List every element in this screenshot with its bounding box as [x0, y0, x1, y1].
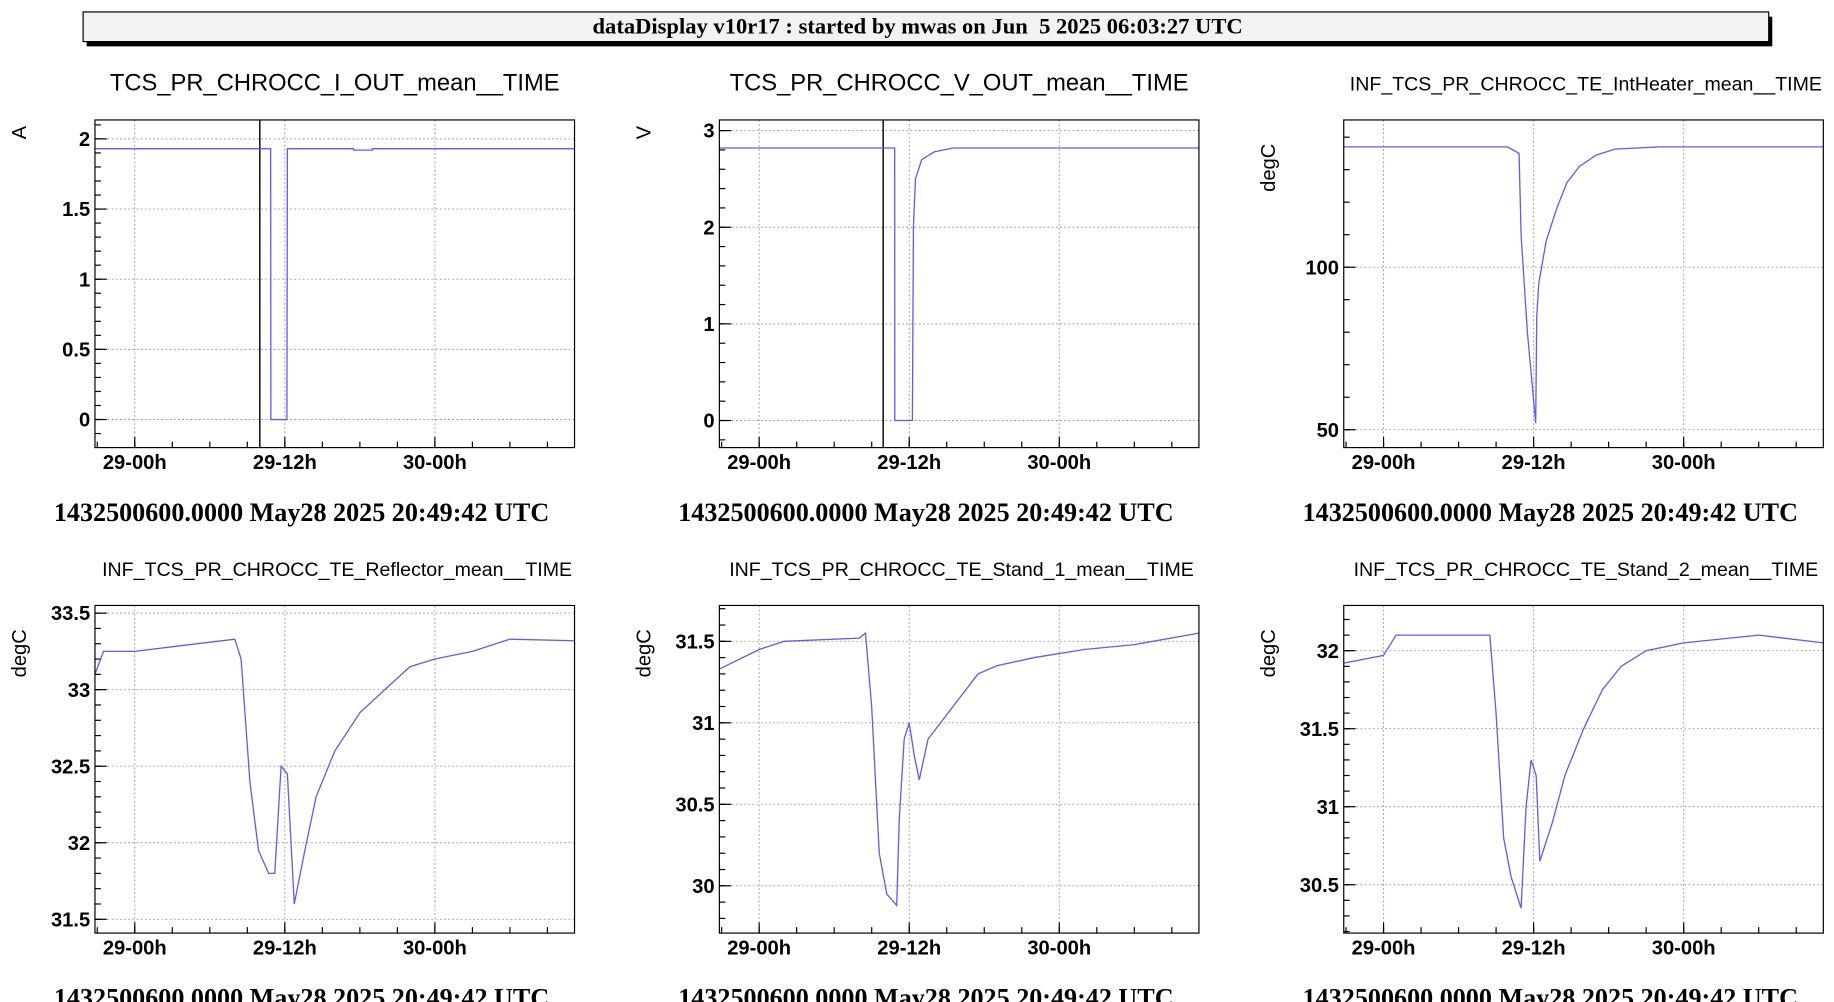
- x-tick-label: 29-12h: [1502, 452, 1566, 474]
- plot-title: TCS_PR_CHROCC_I_OUT_mean__TIME: [110, 70, 560, 96]
- y-tick-label: 1: [79, 269, 90, 291]
- y-tick-label: 31.5: [675, 631, 714, 653]
- banner-box: [82, 11, 1770, 43]
- y-tick-label: 31: [1317, 797, 1339, 819]
- plot-title: TCS_PR_CHROCC_V_OUT_mean__TIME: [730, 70, 1189, 96]
- plot-footer-timestamp: 1432500600.0000 May28 2025 20:49:42 UTC: [678, 984, 1173, 1002]
- y-axis-label: degC: [634, 629, 656, 677]
- x-tick-label: 29-12h: [877, 937, 941, 959]
- plot-panel: INF_TCS_PR_CHROCC_TE_Reflector_mean__TIM…: [9, 559, 576, 1002]
- data-series-line: [94, 638, 575, 905]
- plot-frame: [718, 604, 1200, 934]
- x-tick-label: 30-00h: [403, 452, 467, 474]
- y-axis-label: A: [9, 125, 31, 139]
- x-tick-label: 29-00h: [103, 452, 167, 474]
- plot-footer-timestamp: 1432500600.0000 May28 2025 20:49:42 UTC: [1303, 498, 1798, 527]
- x-tick-label: 30-00h: [403, 937, 467, 959]
- plot-footer-timestamp: 1432500600.0000 May28 2025 20:49:42 UTC: [54, 498, 549, 527]
- data-series-line: [719, 147, 1199, 422]
- y-tick-label: 32: [68, 833, 90, 855]
- y-axis-label: degC: [1258, 144, 1280, 192]
- plot-title: INF_TCS_PR_CHROCC_TE_Stand_1_mean__TIME: [729, 559, 1194, 581]
- y-tick-label: 50: [1317, 420, 1339, 442]
- plot-panel: INF_TCS_PR_CHROCC_TE_IntHeater_mean__TIM…: [1258, 73, 1824, 527]
- plot-panel: INF_TCS_PR_CHROCC_TE_Stand_1_mean__TIMEd…: [634, 559, 1200, 1002]
- x-tick-label: 29-00h: [1352, 937, 1416, 959]
- x-tick-label: 29-00h: [1352, 452, 1416, 474]
- y-tick-label: 0.5: [62, 339, 90, 361]
- plot-panel: TCS_PR_CHROCC_V_OUT_mean__TIME V 29-00h 29-…: [634, 70, 1200, 527]
- y-tick-label: 32: [1317, 641, 1339, 663]
- x-tick-label: 29-00h: [727, 937, 791, 959]
- y-axis-label: degC: [9, 629, 31, 677]
- plot-frame: [1343, 604, 1824, 934]
- plot-panel: TCS_PR_CHROCC_I_OUT_mean__TIME A 29-00h 29-…: [9, 70, 576, 527]
- y-tick-label: 1.5: [62, 199, 90, 221]
- x-tick-label: 29-12h: [877, 452, 941, 474]
- y-tick-label: 33.5: [51, 603, 90, 625]
- y-axis-label: degC: [1258, 629, 1280, 677]
- y-tick-label: 0: [703, 411, 714, 433]
- y-tick-label: 31.5: [51, 909, 90, 931]
- plot-footer-timestamp: 1432500600.0000 May28 2025 20:49:42 UTC: [54, 984, 549, 1002]
- y-tick-label: 31.5: [1300, 719, 1339, 741]
- plot-frame: [94, 119, 576, 449]
- plot-footer-timestamp: 1432500600.0000 May28 2025 20:49:42 UTC: [1303, 984, 1798, 1002]
- plot-frame: [718, 119, 1200, 449]
- y-tick-label: 2: [79, 129, 90, 151]
- x-tick-label: 29-12h: [253, 937, 317, 959]
- plot-panel: INF_TCS_PR_CHROCC_TE_Stand_2_mean__TIMEd…: [1258, 559, 1824, 1002]
- y-tick-label: 3: [703, 121, 714, 143]
- x-tick-label: 30-00h: [1652, 937, 1716, 959]
- y-tick-label: 33: [68, 680, 90, 702]
- y-tick-label: 100: [1305, 257, 1339, 279]
- x-tick-label: 29-12h: [1502, 937, 1566, 959]
- plot-title: INF_TCS_PR_CHROCC_TE_Stand_2_mean__TIME: [1354, 559, 1819, 581]
- y-tick-label: 31: [692, 713, 714, 735]
- plot-frame: [94, 604, 576, 934]
- banner: dataDisplay v10r17 : started by mwas on …: [82, 11, 1773, 47]
- data-series-line: [719, 631, 1199, 908]
- plot-title: INF_TCS_PR_CHROCC_TE_IntHeater_mean__TIM…: [1350, 73, 1822, 95]
- x-tick-label: 29-00h: [727, 452, 791, 474]
- plot-frame: [1343, 119, 1824, 449]
- y-axis-label: V: [634, 125, 656, 139]
- y-tick-label: 30: [692, 876, 714, 898]
- y-tick-label: 30.5: [1300, 875, 1339, 897]
- x-tick-label: 30-00h: [1027, 937, 1091, 959]
- y-tick-label: 0: [79, 410, 90, 432]
- data-series-line: [1343, 634, 1824, 909]
- banner-title: dataDisplay v10r17 : started by mwas on …: [593, 13, 1243, 38]
- x-tick-label: 29-12h: [253, 452, 317, 474]
- x-tick-label: 30-00h: [1027, 452, 1091, 474]
- y-tick-label: 30.5: [675, 794, 714, 816]
- data-series-line: [1343, 146, 1824, 424]
- y-tick-label: 1: [703, 314, 714, 336]
- plot-title: INF_TCS_PR_CHROCC_TE_Reflector_mean__TIM…: [102, 559, 572, 581]
- x-tick-label: 30-00h: [1652, 452, 1716, 474]
- plot-footer-timestamp: 1432500600.0000 May28 2025 20:49:42 UTC: [678, 498, 1173, 527]
- x-tick-label: 29-00h: [103, 937, 167, 959]
- data-series-line: [94, 148, 575, 421]
- y-tick-label: 32.5: [51, 756, 90, 778]
- y-tick-label: 2: [703, 217, 714, 239]
